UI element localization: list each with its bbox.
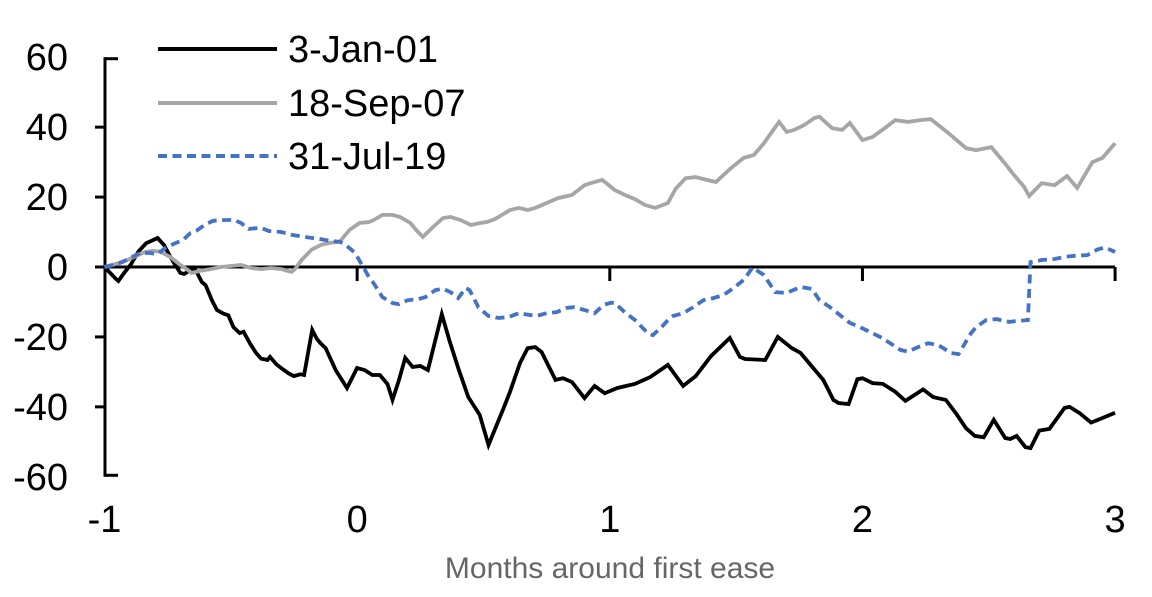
x-tick-label-0: 0	[347, 499, 368, 541]
y-tick-label-60: 60	[26, 37, 68, 79]
y-tick-label-0: 0	[47, 247, 68, 289]
series-line-18-Sep-07	[103, 114, 1117, 275]
series-line-31-Jul-19	[104, 217, 1116, 357]
series-line-3-Jan-01	[103, 235, 1116, 451]
x-tick-label-3: 3	[1105, 499, 1126, 541]
y-tick-label-20: 20	[26, 177, 68, 219]
x-axis-title: Months around first ease	[445, 552, 775, 585]
y-tick-label-40: 40	[26, 107, 68, 149]
tick-labels: 60 40 20 0 -20 -40 -60 -1 0 1 2 3	[13, 37, 1126, 541]
y-tick-label--60: -60	[13, 457, 68, 499]
x-tick-label-1: 1	[599, 499, 620, 541]
y-tick-label--40: -40	[13, 387, 68, 429]
legend-label-18-sep-07: 18-Sep-07	[288, 83, 465, 125]
series-lines	[103, 114, 1117, 451]
legend-label-3-jan-01: 3-Jan-01	[288, 29, 438, 71]
y-tick-label--20: -20	[13, 317, 68, 359]
legend: 3-Jan-01 18-Sep-07 31-Jul-19	[158, 29, 465, 178]
legend-label-31-jul-19: 31-Jul-19	[288, 136, 446, 178]
x-tick-label--1: -1	[88, 499, 122, 541]
x-tick-label-2: 2	[852, 499, 873, 541]
